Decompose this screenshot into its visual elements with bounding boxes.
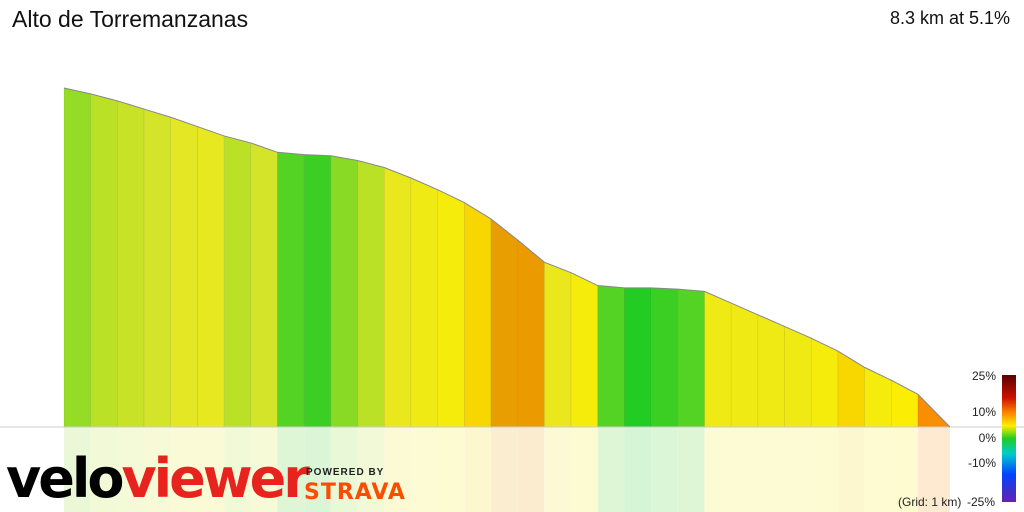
- profile-segment: [837, 350, 865, 428]
- profile-segment: [170, 116, 198, 428]
- profile-reflection-segment: [917, 427, 950, 512]
- profile-reflection-segment: [731, 427, 758, 512]
- profile-segment: [730, 302, 759, 428]
- logo-viewer-text: viewer: [121, 447, 309, 510]
- profile-reflection-segment: [250, 427, 278, 512]
- profile-outline: [63, 87, 951, 428]
- powered-by-label: POWERED BY: [306, 467, 385, 478]
- profile-segment: [383, 167, 412, 428]
- profile-reflection-segment: [90, 427, 118, 512]
- profile-segment: [410, 177, 438, 428]
- profile-segment: [864, 366, 892, 428]
- profile-reflection-segment: [651, 427, 678, 512]
- profile-reflection-segment: [197, 427, 225, 512]
- profile-reflection-segment: [224, 427, 251, 512]
- profile-reflection-segment: [437, 427, 465, 512]
- legend-tick-label: 25%: [971, 369, 996, 383]
- profile-reflection-segment: [784, 427, 812, 512]
- profile-reflection-segment: [704, 427, 732, 512]
- profile-reflection-segment: [757, 427, 785, 512]
- profile-reflection-segment: [811, 427, 838, 512]
- profile-segment: [490, 218, 518, 428]
- profile-segment: [90, 93, 118, 428]
- profile-reflection-segment: [64, 427, 91, 512]
- profile-segment: [303, 154, 332, 428]
- profile-segment: [784, 326, 812, 428]
- veloviewer-logo[interactable]: veloviewer: [6, 447, 310, 510]
- profile-reflection-segment: [410, 427, 438, 512]
- profile-reflection-segment: [277, 427, 305, 512]
- profile-segment: [624, 287, 652, 428]
- profile-reflection-segment: [357, 427, 385, 512]
- profile-segment: [704, 291, 732, 428]
- legend-tick-label: 0%: [978, 431, 996, 445]
- profile-segment: [330, 155, 358, 428]
- profile-segment: [357, 160, 385, 428]
- profile-segment: [544, 261, 572, 428]
- profile-segment: [117, 100, 145, 428]
- profile-segment: [143, 108, 171, 428]
- profile-reflection-segment: [864, 427, 892, 512]
- profile-reflection-segment: [837, 427, 865, 512]
- grid-note: (Grid: 1 km): [898, 495, 962, 509]
- legend-tick-label: -25%: [966, 495, 995, 509]
- logo-velo-text: velo: [6, 447, 124, 510]
- profile-reflection-segment: [330, 427, 358, 512]
- profile-segment: [757, 314, 785, 428]
- profile-reflection-segment: [597, 427, 625, 512]
- profile-segment: [63, 87, 91, 428]
- profile-segment: [437, 189, 465, 428]
- profile-reflection-segment: [117, 427, 145, 512]
- profile-reflection-segment: [384, 427, 411, 512]
- strava-logo[interactable]: STRAVA: [304, 480, 406, 505]
- grade-color-legend: [1002, 375, 1016, 502]
- legend-tick-label: 10%: [971, 405, 996, 419]
- profile-reflection-segment: [464, 427, 491, 512]
- profile-reflection-segment: [144, 427, 171, 512]
- page-title: Alto de Torremanzanas: [12, 6, 249, 32]
- profile-reflection-segment: [571, 427, 598, 512]
- profile-reflection-segment: [170, 427, 198, 512]
- climb-summary: 8.3 km at 5.1%: [889, 8, 1010, 28]
- profile-segment: [677, 288, 705, 428]
- profile-segment: [570, 272, 598, 428]
- profile-segment: [517, 239, 545, 428]
- profile-segment: [250, 142, 278, 428]
- profile-segment: [810, 337, 839, 428]
- legend-tick-label: -10%: [967, 456, 996, 470]
- legend-gradient: [1002, 375, 1016, 502]
- profile-reflection-segment: [490, 427, 518, 512]
- profile-reflection-segment: [304, 427, 331, 512]
- profile-reflection-segment: [624, 427, 652, 512]
- profile-reflection-segment: [891, 427, 918, 512]
- profile-segment: [650, 287, 679, 428]
- profile-segment: [464, 202, 492, 428]
- profile-reflection-segment: [677, 427, 705, 512]
- profile-segment: [223, 135, 252, 428]
- profile-segment: [277, 152, 305, 428]
- profile-reflection-segment: [544, 427, 572, 512]
- profile-reflection-segment: [517, 427, 545, 512]
- profile-segment: [197, 126, 225, 428]
- profile-segment: [597, 285, 625, 428]
